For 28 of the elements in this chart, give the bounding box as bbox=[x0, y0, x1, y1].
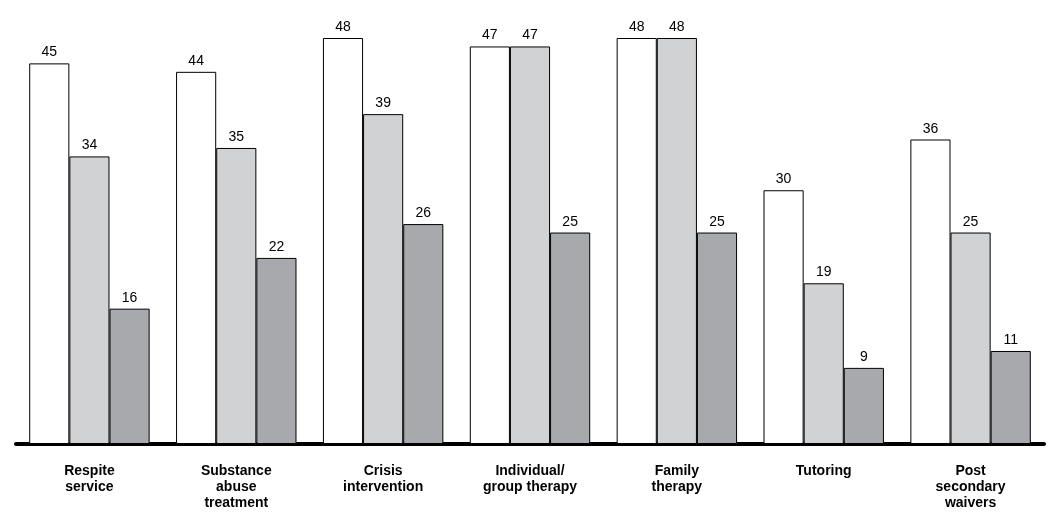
data-label: 48 bbox=[335, 18, 351, 34]
data-label: 22 bbox=[268, 237, 285, 254]
data-label: 48 bbox=[628, 18, 645, 34]
data-label: 47 bbox=[482, 26, 498, 43]
data-label: 48 bbox=[669, 18, 685, 34]
x-tick-label: Respite service bbox=[64, 462, 115, 494]
data-label: 26 bbox=[415, 204, 432, 221]
x-tick-label: Substance abuse treatment bbox=[200, 462, 272, 510]
data-label: 45 bbox=[41, 43, 58, 60]
x-tick-label: Individual/ group therapy bbox=[482, 462, 578, 494]
data-label: 16 bbox=[121, 288, 138, 305]
data-label: 36 bbox=[922, 119, 939, 136]
data-label: 19 bbox=[815, 263, 832, 280]
x-tick-label: Crisis intervention bbox=[343, 462, 424, 494]
data-label: 25 bbox=[562, 212, 579, 229]
data-label: 25 bbox=[962, 212, 979, 229]
data-label: 9 bbox=[859, 347, 868, 364]
x-tick-label: Post secondary waivers bbox=[935, 462, 1006, 510]
x-tick-label: Family therapy bbox=[651, 462, 703, 494]
data-label: 35 bbox=[228, 127, 245, 144]
x-tick-label: Tutoring bbox=[795, 462, 852, 478]
data-label: 39 bbox=[375, 94, 392, 111]
data-label: 44 bbox=[188, 51, 205, 68]
data-label: 25 bbox=[709, 212, 725, 229]
data-label: 30 bbox=[775, 170, 792, 187]
data-label: 11 bbox=[1003, 330, 1019, 347]
data-label: 47 bbox=[522, 26, 538, 43]
data-label: 34 bbox=[81, 136, 98, 153]
